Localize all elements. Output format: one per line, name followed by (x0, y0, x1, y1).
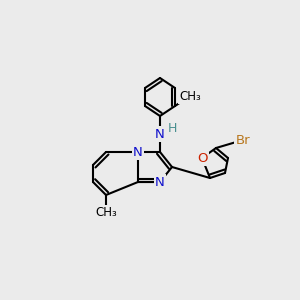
Text: N: N (155, 128, 165, 140)
Text: CH₃: CH₃ (179, 89, 201, 103)
Text: O: O (197, 152, 207, 164)
Text: H: H (167, 122, 177, 134)
Text: N: N (155, 176, 165, 188)
Text: N: N (133, 146, 143, 158)
Text: Br: Br (236, 134, 250, 146)
Text: CH₃: CH₃ (95, 206, 117, 220)
